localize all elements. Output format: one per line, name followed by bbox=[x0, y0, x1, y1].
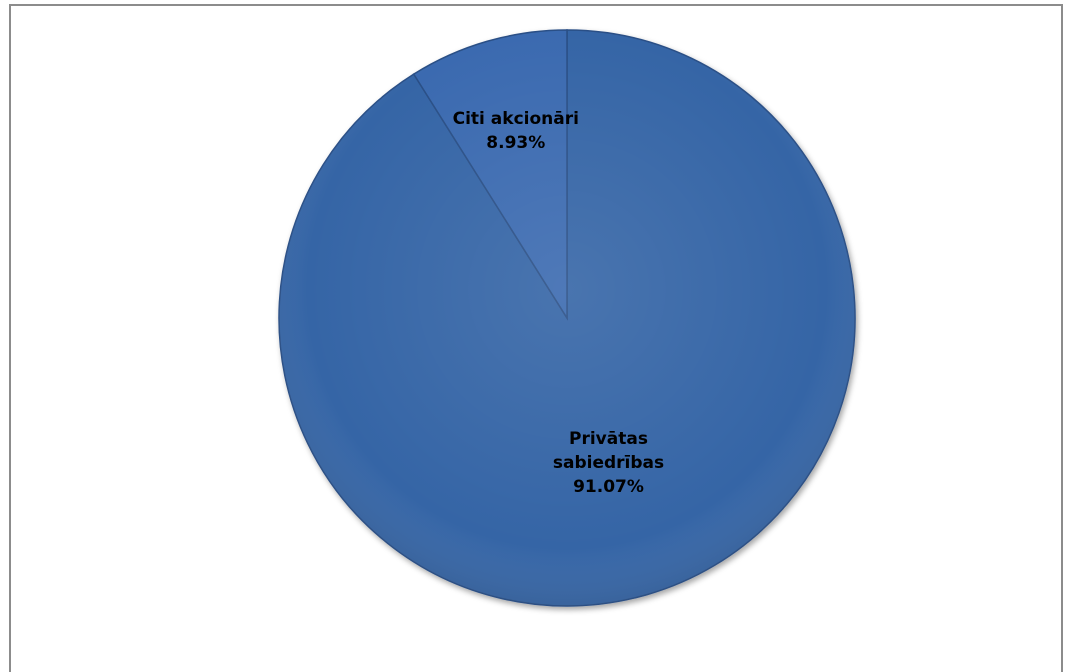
data-label-name: Citi akcionāri bbox=[453, 109, 579, 129]
data-label-value: 91.07% bbox=[573, 477, 644, 497]
data-label-privatas-sabiedribas: Privātas sabiedrības 91.07% bbox=[553, 429, 664, 497]
data-label-citi-akcionari: Citi akcionāri 8.93% bbox=[453, 109, 579, 153]
data-label-value: 8.93% bbox=[486, 133, 545, 153]
data-label-name: Privātas bbox=[569, 429, 648, 449]
data-label-name: sabiedrības bbox=[553, 453, 664, 473]
